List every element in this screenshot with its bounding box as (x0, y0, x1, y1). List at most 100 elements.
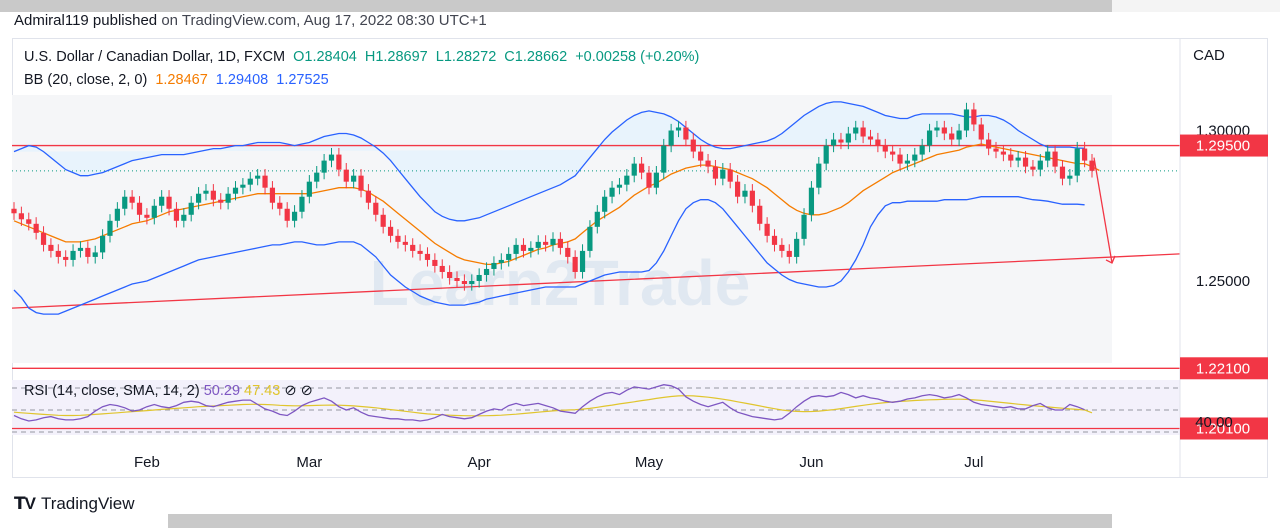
candle-body (129, 196, 135, 203)
time-axis-label: Mar (296, 454, 322, 471)
bb-legend: BB (20, close, 2, 0) 1.28467 1.29408 1.2… (24, 72, 333, 88)
candle-body (779, 244, 785, 251)
candle-body (838, 139, 844, 143)
candle-body (1030, 166, 1036, 170)
candle-body (358, 175, 364, 191)
candle-body (712, 166, 719, 179)
candle-body (247, 178, 253, 185)
candle-body (85, 247, 91, 257)
candle-body (1000, 151, 1006, 155)
bb-fill (14, 101, 1085, 221)
candle-body (424, 253, 431, 260)
candle-body (1082, 148, 1088, 161)
candle-body (461, 281, 467, 285)
candle-body (986, 139, 992, 149)
candle-body (343, 169, 349, 182)
low-value: L1.28272 (435, 49, 497, 65)
rsi-label[interactable]: RSI (14, close, SMA, 14, 2) (24, 383, 200, 399)
candle-body (269, 187, 276, 203)
candle-body (963, 109, 970, 131)
candle-body (830, 139, 837, 146)
candle-body (646, 172, 652, 188)
candle-body (469, 281, 475, 285)
candle-body (144, 214, 150, 218)
candle-body (823, 145, 829, 164)
candle-body (122, 196, 128, 209)
candle-body (18, 213, 24, 220)
bb-basis-line (13, 143, 1100, 266)
rsi-sma-value: 47.43 (244, 383, 281, 399)
candle-body (210, 190, 216, 200)
candle-body (483, 268, 490, 275)
candle-body (698, 151, 704, 161)
candle-body (520, 244, 527, 251)
candle-body (218, 199, 224, 203)
candle-body (159, 196, 165, 206)
level-price-tag (1180, 357, 1268, 380)
candle-body (232, 187, 239, 194)
candle-body (734, 181, 741, 197)
candle-body (1037, 160, 1043, 170)
high-value: H1.28697 (364, 49, 428, 65)
candle-body (653, 172, 659, 188)
candle-body (373, 202, 379, 215)
hide-icon[interactable]: ⊘ (284, 383, 297, 399)
candle-body (55, 250, 61, 257)
candle-body (1015, 157, 1021, 161)
candle-body (853, 127, 859, 134)
candle-body (683, 127, 689, 140)
level-price-tag (1180, 134, 1268, 157)
hide-icon-2[interactable]: ⊘ (300, 383, 313, 399)
candle-body (919, 145, 925, 155)
level-price-tag (1180, 417, 1268, 440)
candle-body (299, 196, 305, 212)
rsi-value: 50.29 (203, 383, 241, 399)
candle-body (675, 127, 682, 131)
candle-body (742, 190, 748, 197)
logo-text: TradingView (40, 494, 135, 513)
candle-body (535, 241, 541, 248)
author[interactable]: Admiral119 published (14, 12, 158, 29)
candle-body (410, 244, 416, 251)
candle-body (439, 265, 445, 272)
candle-body (417, 250, 423, 254)
candle-body (639, 163, 645, 173)
rsi-sma-line (13, 395, 1093, 417)
candle-body (77, 247, 84, 251)
open-value: O1.28404 (293, 49, 357, 65)
candle-body (934, 127, 940, 131)
candle-body (690, 139, 696, 152)
candle-body (668, 130, 674, 146)
candles (11, 102, 1095, 291)
rsi-legend: RSI (14, close, SMA, 14, 2) 50.29 47.43 … (24, 383, 313, 399)
candle-body (432, 259, 438, 266)
candle-body (26, 219, 32, 224)
candle-body (971, 109, 977, 125)
price-tick-label: 1.25000 (1196, 273, 1250, 290)
candle-body (314, 172, 320, 182)
candle-body (225, 193, 231, 203)
candle-body (321, 160, 327, 173)
bb-label[interactable]: BB (20, close, 2, 0) (24, 72, 148, 88)
tradingview-logo[interactable]: ꓔV TradingView (14, 494, 135, 514)
time-axis-label: Feb (134, 454, 160, 471)
candle-body (1052, 151, 1058, 167)
tv-mark-icon: ꓔV (14, 494, 36, 513)
candle-body (550, 238, 556, 245)
candle-body (897, 154, 903, 164)
candle-body (114, 208, 120, 221)
forecast-arrowhead (1105, 255, 1116, 264)
time-axis-label: Jul (964, 454, 983, 471)
trend-line (11, 253, 1181, 309)
candle-body (284, 208, 290, 221)
level-price-label: 1.20100 (1196, 420, 1250, 437)
change-value: +0.00258 (+0.20%) (575, 49, 700, 65)
candle-body (188, 202, 194, 215)
currency-label: CAD (1193, 47, 1225, 64)
candle-body (808, 187, 815, 215)
candle-body (336, 154, 342, 170)
symbol-label[interactable]: U.S. Dollar / Canadian Dollar, 1D, FXCM (24, 49, 286, 65)
candle-body (328, 154, 335, 161)
candle-body (92, 252, 98, 257)
